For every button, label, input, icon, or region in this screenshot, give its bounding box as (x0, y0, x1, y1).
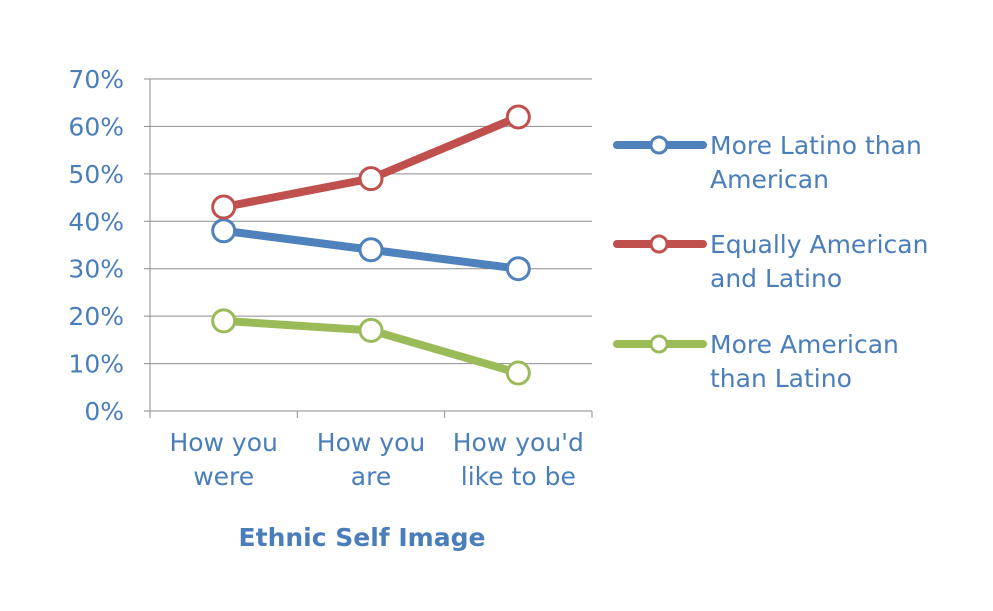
legend-label: than Latino (710, 364, 852, 393)
legend-label: More American (710, 330, 899, 359)
series-lines (211, 104, 531, 386)
data-point (211, 308, 237, 334)
legend-label: Equally American (710, 230, 928, 259)
y-tick-label: 10% (68, 350, 124, 379)
x-tick-label: How you'd (453, 428, 584, 457)
y-tick-label: 0% (84, 397, 124, 426)
data-point (505, 104, 531, 130)
x-tick-label: How you (169, 428, 277, 457)
legend-swatch-marker (649, 135, 669, 155)
legend-label: and Latino (710, 264, 842, 293)
data-point (505, 360, 531, 386)
y-tick-label: 30% (68, 255, 124, 284)
y-tick-label: 20% (68, 302, 124, 331)
legend-label: More Latino than (710, 131, 922, 160)
legend-swatch-marker (649, 234, 669, 254)
data-point (211, 218, 237, 244)
data-point (358, 317, 384, 343)
legend: More Latino than American Equally American… (613, 131, 928, 393)
legend-item: More Latino than American (613, 131, 922, 194)
legend-swatch-marker (649, 334, 669, 354)
y-tick-label: 50% (68, 160, 124, 189)
x-tick-label: like to be (461, 462, 576, 491)
legend-label: American (710, 165, 829, 194)
x-tick-label: How you (317, 428, 425, 457)
y-tick-label: 70% (68, 65, 124, 94)
data-point (358, 237, 384, 263)
data-point (505, 256, 531, 282)
legend-item: Equally American and Latino (613, 230, 928, 293)
x-axis-title: Ethnic Self Image (239, 523, 486, 552)
y-tick-label: 40% (68, 207, 124, 236)
y-tick-label: 60% (68, 112, 124, 141)
legend-item: More American than Latino (613, 330, 899, 393)
x-tick-label: are (351, 462, 391, 491)
y-axis-tick-labels: 0% 10% 20% 30% 40% 50% 60% 70% (68, 65, 124, 426)
series-line (219, 112, 523, 212)
x-axis-tick-labels: How you were How you are How you'd like to be (169, 428, 583, 491)
data-point (358, 166, 384, 192)
x-tick-label: were (193, 462, 254, 491)
axes (144, 78, 593, 418)
data-point (211, 194, 237, 220)
